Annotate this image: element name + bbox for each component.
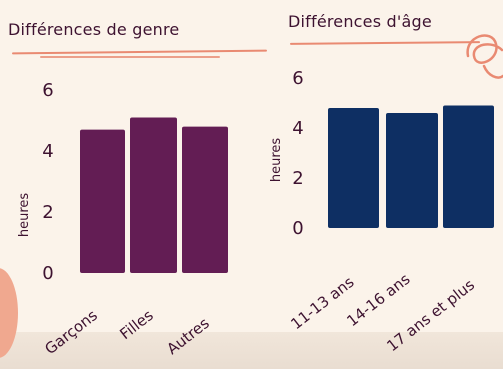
age-x-tick-label: 11-13 ans xyxy=(287,273,357,333)
gender-bar xyxy=(80,129,125,273)
gender-y-axis-label: heures xyxy=(17,193,32,238)
gender-y-tick: 2 xyxy=(42,202,53,223)
decorative-blob xyxy=(0,268,18,358)
age-bar xyxy=(386,113,438,228)
age-bar xyxy=(443,105,494,228)
gender-title-underline-2 xyxy=(40,56,220,58)
age-y-tick: 2 xyxy=(292,168,303,189)
gender-bar xyxy=(130,117,177,273)
age-chart-title: Différences d'âge xyxy=(288,12,432,31)
age-y-tick: 0 xyxy=(292,218,303,239)
gender-bar xyxy=(182,126,228,273)
age-y-tick: 4 xyxy=(292,118,303,139)
gender-y-tick: 4 xyxy=(42,141,53,162)
gender-x-tick-label: Filles xyxy=(116,306,156,343)
gender-x-tick-label: Autres xyxy=(163,314,212,358)
age-y-axis-label: heures xyxy=(269,138,284,183)
paper-edge xyxy=(0,332,503,369)
age-y-tick: 6 xyxy=(292,68,303,89)
swirl-decoration xyxy=(466,34,503,79)
age-bar xyxy=(328,108,379,228)
gender-y-tick: 6 xyxy=(42,80,53,101)
gender-x-tick-label: Garçons xyxy=(41,306,101,358)
gender-chart: 0 2 4 6 heures Garçons Filles Autres xyxy=(17,80,228,358)
age-x-tick-label: 14-16 ans xyxy=(343,270,413,330)
gender-chart-title: Différences de genre xyxy=(8,20,180,39)
gender-y-tick: 0 xyxy=(42,263,53,284)
